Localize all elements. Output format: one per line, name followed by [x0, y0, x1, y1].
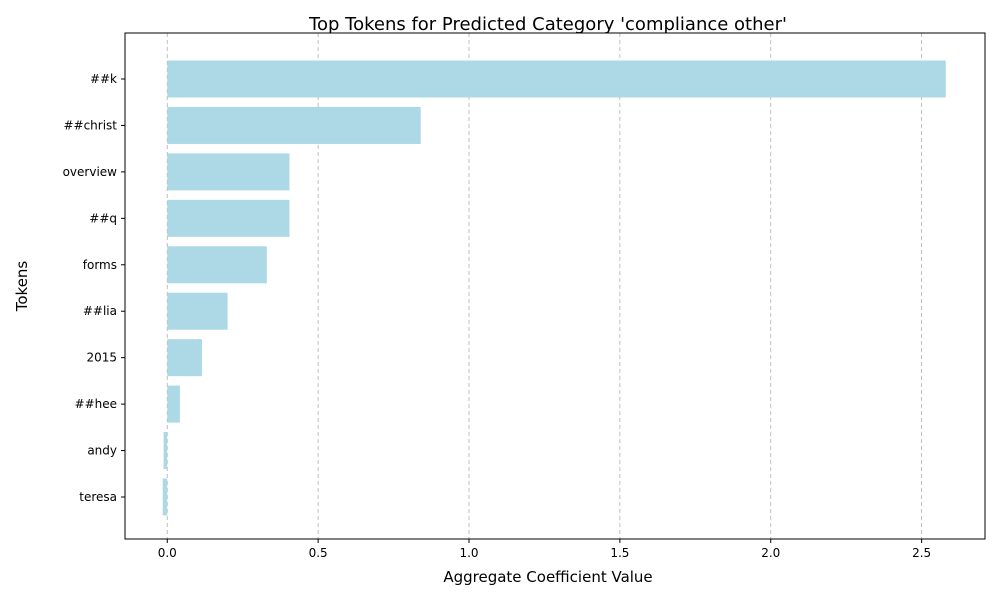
- y-tick-label: ##q: [89, 211, 117, 225]
- bar: [163, 432, 168, 470]
- bar: [162, 478, 168, 516]
- x-tick-label: 0.0: [158, 546, 177, 560]
- x-axis-title: Aggregate Coefficient Value: [443, 568, 652, 586]
- x-tick-label: 2.5: [912, 546, 931, 560]
- y-axis-title: Tokens: [13, 261, 31, 313]
- x-tick-label: 1.5: [610, 546, 629, 560]
- y-tick-label: ##k: [90, 72, 117, 86]
- bar: [167, 246, 267, 284]
- chart-title: Top Tokens for Predicted Category 'compl…: [308, 14, 787, 35]
- y-tick-label: forms: [83, 258, 117, 272]
- bar: [167, 385, 180, 423]
- x-tick-label: 0.5: [309, 546, 328, 560]
- bar: [167, 106, 421, 144]
- bar: [167, 60, 946, 98]
- bar: [167, 199, 290, 237]
- bar: [167, 339, 202, 377]
- x-tick-label: 2.0: [761, 546, 780, 560]
- y-tick-label: overview: [63, 165, 118, 179]
- y-tick-label: ##christ: [63, 118, 117, 132]
- bars: [162, 60, 946, 516]
- y-tick-label: andy: [87, 444, 117, 458]
- bar: [167, 292, 228, 330]
- y-tick-label: 2015: [86, 351, 117, 365]
- y-tick-label: ##lia: [83, 304, 117, 318]
- bar: [167, 153, 290, 191]
- y-tick-label: teresa: [79, 490, 117, 504]
- y-tick-label: ##hee: [75, 397, 117, 411]
- plot-frame: [124, 32, 986, 540]
- y-axis: ##k ##christ overview ##q forms ##lia 2015 ##he…: [63, 72, 125, 504]
- x-axis: 0.0 0.5 1.0 1.5 2.0 2.5: [158, 539, 931, 560]
- x-tick-label: 1.0: [459, 546, 478, 560]
